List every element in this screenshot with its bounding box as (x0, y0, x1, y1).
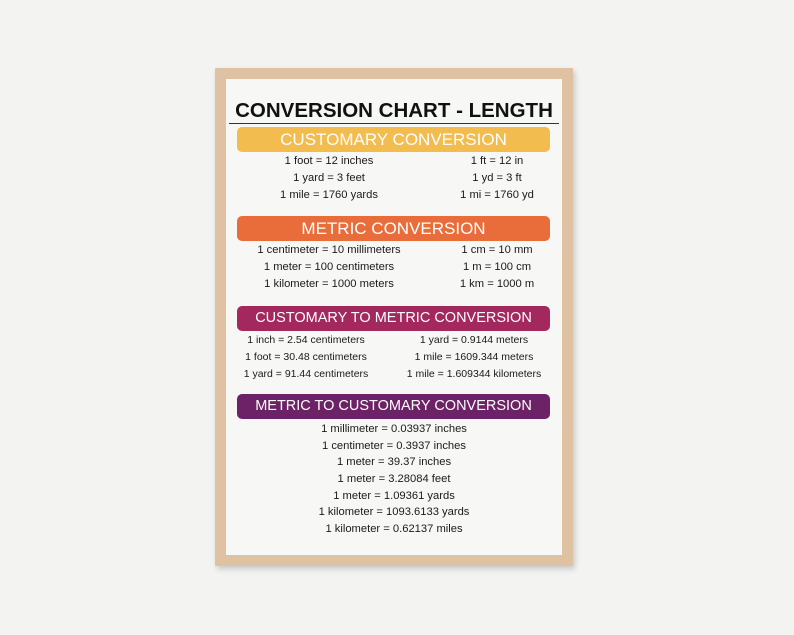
customary-heading: CUSTOMARY CONVERSION (237, 127, 550, 152)
conversion-text: 1 foot = 30.48 centimeters (245, 350, 367, 363)
metric-to-customary-heading: METRIC TO CUSTOMARY CONVERSION (237, 394, 550, 419)
conversion-abbrev: 1 ft = 12 in (470, 155, 524, 167)
conversion-text: 1 yard = 0.9144 meters (419, 334, 529, 346)
conversion-text: 1 foot = 12 inches (284, 155, 374, 167)
conversion-abbrev: 1 mi = 1760 yd (460, 188, 534, 201)
conversion-text: 1 mile = 1760 yards (280, 188, 378, 201)
table-row: 1 centimeter = 10 millimeters 1 cm = 10 m… (226, 242, 562, 259)
table-row: 1 foot = 12 inches 1 ft = 12 in (226, 153, 562, 170)
conversion-text: 1 yard = 91.44 centimeters (243, 367, 369, 380)
conversion-text: 1 inch = 2.54 centimeters (247, 334, 365, 346)
metric-rows: 1 centimeter = 10 millimeters 1 cm = 10 m… (226, 242, 562, 292)
list-item: 1 kilometer = 0.62137 miles (325, 523, 463, 536)
list-item: 1 centimeter = 0.3937 inches (322, 439, 466, 452)
table-row: 1 yard = 91.44 centimeters 1 mile = 1.609… (226, 366, 562, 383)
table-row: 1 inch = 2.54 centimeters 1 yard = 0.9144… (226, 332, 562, 349)
table-row: 1 foot = 30.48 centimeters 1 mile = 1609.… (226, 349, 562, 366)
conversion-abbrev: 1 cm = 10 mm (461, 244, 533, 256)
list-item: 1 meter = 3.28084 feet (337, 473, 451, 486)
list-item: 1 kilometer = 1093.6133 yards (318, 506, 470, 519)
conversion-text: 1 centimeter = 10 millimeters (257, 244, 401, 256)
conversion-text: 1 mile = 1.609344 kilometers (406, 367, 542, 380)
conversion-text: 1 kilometer = 1000 meters (264, 277, 394, 290)
table-row: 1 kilometer = 1000 meters 1 km = 1000 m (226, 276, 562, 293)
table-row: 1 mile = 1760 yards 1 mi = 1760 yd (226, 187, 562, 204)
conversion-abbrev: 1 m = 100 cm (462, 260, 532, 273)
conversion-text: 1 meter = 100 centimeters (263, 260, 395, 273)
conversion-abbrev: 1 km = 1000 m (459, 277, 535, 290)
poster: CONVERSION CHART - LENGTH CUSTOMARY CONV… (226, 79, 562, 555)
title-underline (229, 123, 559, 124)
customary-to-metric-heading: CUSTOMARY TO METRIC CONVERSION (237, 306, 550, 331)
poster-title: CONVERSION CHART - LENGTH (235, 99, 553, 122)
table-row: 1 yard = 3 feet 1 yd = 3 ft (226, 170, 562, 187)
customary-rows: 1 foot = 12 inches 1 ft = 12 in 1 yard = … (226, 153, 562, 203)
metric-to-customary-rows: 1 millimeter = 0.03937 inches 1 centimet… (226, 421, 562, 538)
conversion-text: 1 yard = 3 feet (293, 171, 365, 184)
list-item: 1 meter = 1.09361 yards (333, 489, 455, 502)
metric-heading: METRIC CONVERSION (237, 216, 550, 241)
list-item: 1 meter = 39.37 inches (336, 456, 452, 469)
conversion-abbrev: 1 yd = 3 ft (472, 171, 522, 184)
conversion-text: 1 mile = 1609.344 meters (414, 350, 534, 363)
customary-to-metric-rows: 1 inch = 2.54 centimeters 1 yard = 0.9144… (226, 332, 562, 382)
table-row: 1 meter = 100 centimeters 1 m = 100 cm (226, 259, 562, 276)
list-item: 1 millimeter = 0.03937 inches (321, 423, 467, 435)
